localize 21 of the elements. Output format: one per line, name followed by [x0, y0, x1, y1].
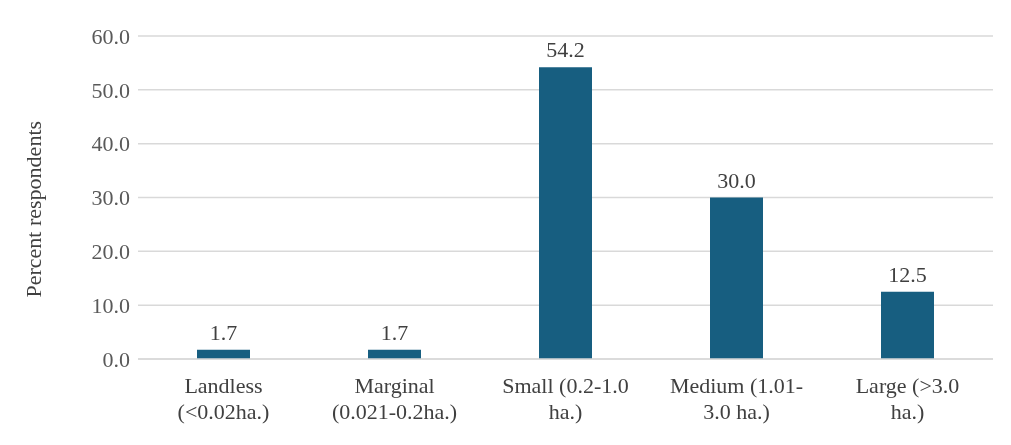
y-tick-label: 10.0: [91, 292, 130, 318]
y-tick-label: 0.0: [102, 346, 130, 372]
y-tick-label: 40.0: [91, 131, 130, 157]
data-label: 30.0: [717, 167, 756, 193]
data-label: 54.2: [546, 37, 585, 63]
bar: [710, 197, 763, 359]
x-tick-label: Medium (1.01-3.0 ha.): [669, 373, 804, 424]
y-tick-label: 20.0: [91, 239, 130, 265]
bar: [539, 67, 592, 359]
x-tick-label: Marginal (0.021-0.2ha.): [331, 373, 458, 424]
bar: [881, 291, 934, 359]
y-axis-title: Percent respondents: [20, 120, 46, 298]
data-label: 1.7: [209, 319, 238, 345]
y-tick-label: 50.0: [91, 77, 130, 103]
data-label: 12.5: [888, 261, 927, 287]
x-tick-label: Small (0.2-1.0 ha.): [502, 373, 629, 424]
y-tick-label: 60.0: [91, 23, 130, 49]
y-tick-label: 30.0: [91, 185, 130, 211]
x-tick-label: Landless (<0.02ha.): [177, 373, 270, 424]
x-tick-label: Large (>3.0 ha.): [855, 373, 960, 424]
data-label: 1.7: [380, 319, 409, 345]
